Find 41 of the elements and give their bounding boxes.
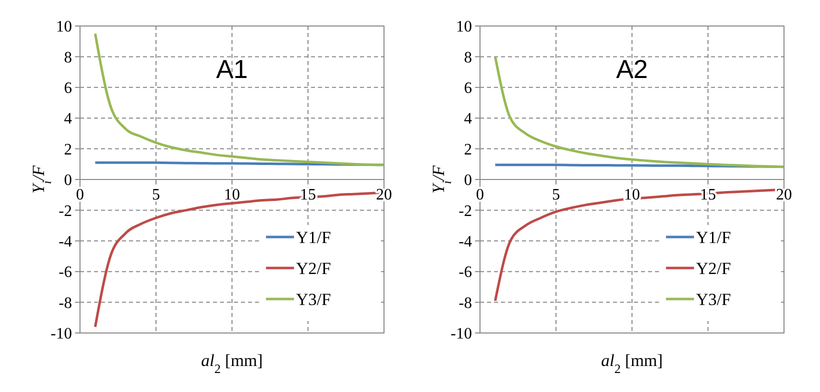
legend-label: Y1/F xyxy=(696,228,731,247)
line-series xyxy=(94,32,386,166)
x-axis-title: al$_{2}$ [mm] xyxy=(201,351,263,376)
y-tick-label: 4 xyxy=(64,110,72,128)
text: A1 xyxy=(216,54,248,84)
x-axis-title: al$_{2}$ [mm] xyxy=(601,351,663,376)
x-tick-label: 10 xyxy=(224,186,240,204)
line-series xyxy=(494,55,786,168)
y-tick-label: 6 xyxy=(64,80,72,97)
y-tick-label: 6 xyxy=(464,80,472,97)
x-tick-label: 20 xyxy=(376,186,392,204)
text: A2 xyxy=(616,54,648,84)
x-tick-label: 0 xyxy=(76,186,84,204)
y-tick-label: -4 xyxy=(458,234,472,250)
y-tick-label: -2 xyxy=(458,202,472,220)
y-tick-label: 0 xyxy=(464,172,472,190)
x-tick-label: 5 xyxy=(152,186,160,204)
y-tick-label: 2 xyxy=(64,141,72,158)
legend-label: Y3/F xyxy=(296,290,331,309)
legend-label: Y2/F xyxy=(696,258,731,278)
y-tick-label: 10 xyxy=(56,18,72,36)
y-tick-label: -10 xyxy=(50,326,72,343)
legend-label: Y3/F xyxy=(696,290,731,309)
y-tick-label: -2 xyxy=(58,202,72,220)
y-tick-label: -8 xyxy=(58,294,72,312)
y-tick-label: -8 xyxy=(458,294,472,312)
y-tick-label: 2 xyxy=(464,141,472,158)
x-tick-label: 20 xyxy=(776,186,792,204)
legend-label: Y1/F xyxy=(296,228,331,247)
y-tick-label: -4 xyxy=(58,234,72,250)
y-tick-label: 10 xyxy=(456,18,472,36)
y-tick-label: 4 xyxy=(464,110,472,128)
legend-label: Y2/F xyxy=(296,258,331,278)
y-tick-label: 8 xyxy=(64,49,72,66)
y-tick-label: -6 xyxy=(58,264,72,282)
y-tick-label: 0 xyxy=(64,172,72,190)
y-tick-label: -10 xyxy=(450,326,472,343)
y-tick-label: -6 xyxy=(458,264,472,282)
x-tick-label: 5 xyxy=(552,186,560,204)
x-tick-label: 0 xyxy=(476,186,484,204)
y-tick-label: 8 xyxy=(464,49,472,66)
